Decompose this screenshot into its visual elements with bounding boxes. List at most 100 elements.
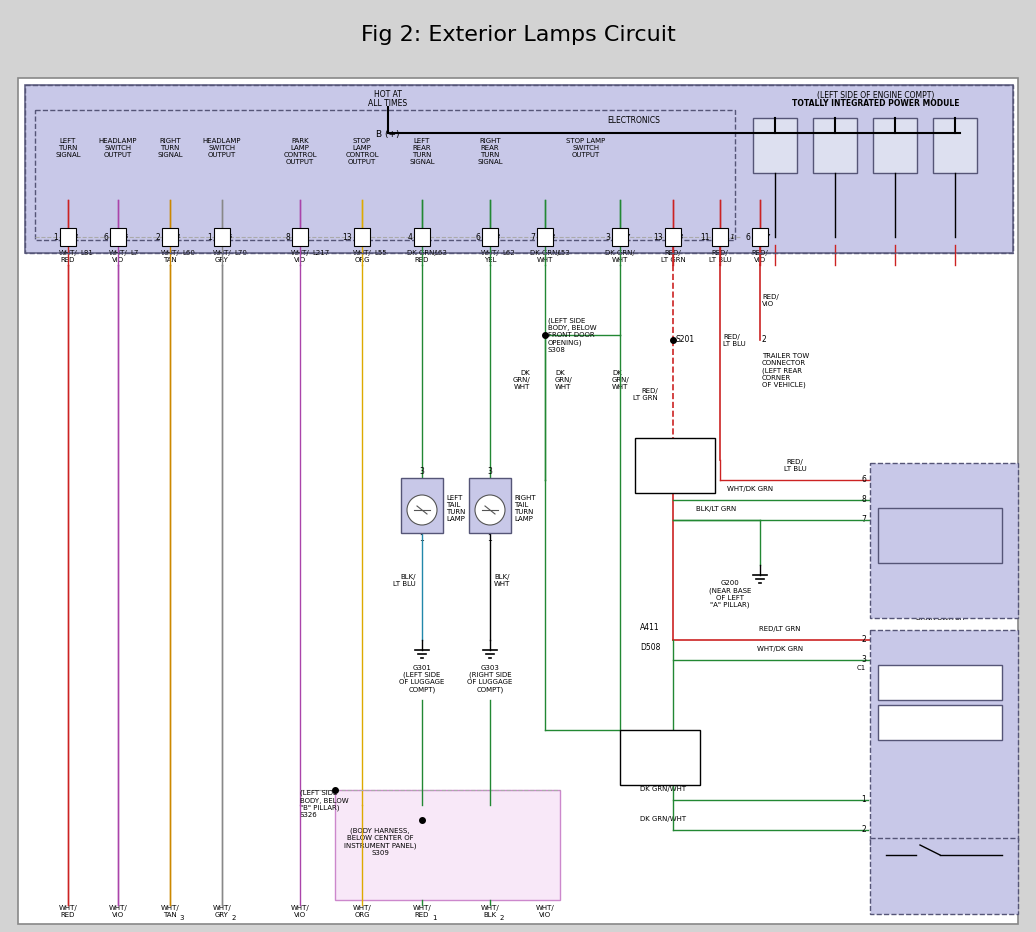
Text: HEADLAMP
SWITCH
OUTPUT: HEADLAMP SWITCH OUTPUT xyxy=(203,138,241,158)
Text: (LEFT SIDE
BODY, BELOW
"B" PILLAR)
S326: (LEFT SIDE BODY, BELOW "B" PILLAR) S326 xyxy=(300,790,349,818)
Text: L62: L62 xyxy=(502,250,515,256)
Bar xyxy=(482,228,498,246)
Circle shape xyxy=(407,495,437,525)
Text: LEFT
TAIL
TURN
LAMP: LEFT TAIL TURN LAMP xyxy=(447,495,465,522)
Text: WHT/
TAN: WHT/ TAN xyxy=(161,905,179,918)
Text: 13: 13 xyxy=(342,232,352,241)
Text: C3: C3 xyxy=(492,234,501,240)
Bar xyxy=(612,228,628,246)
Text: G200
(NEAR BASE
OF LEFT
"A" PILLAR): G200 (NEAR BASE OF LEFT "A" PILLAR) xyxy=(709,580,751,608)
Text: COMPUTER
DATA LINES
SYSTEM: COMPUTER DATA LINES SYSTEM xyxy=(640,747,680,767)
Text: WHT/
RED: WHT/ RED xyxy=(59,905,78,918)
Bar xyxy=(214,228,230,246)
Bar xyxy=(813,118,857,173)
Text: L7: L7 xyxy=(130,250,139,256)
Text: DK
GRN/
WHT: DK GRN/ WHT xyxy=(512,370,530,390)
Text: HEADLAMP
SWITCH: HEADLAMP SWITCH xyxy=(919,672,961,692)
Text: DK GRN/
RED: DK GRN/ RED xyxy=(407,250,437,263)
Bar xyxy=(870,838,1018,914)
Text: (BODY HARNESS,
BELOW CENTER OF
INSTRUMENT PANEL)
S309: (BODY HARNESS, BELOW CENTER OF INSTRUMEN… xyxy=(344,828,416,856)
Text: 3: 3 xyxy=(605,232,610,241)
Text: 6: 6 xyxy=(104,232,108,241)
Text: RED/
VIO: RED/ VIO xyxy=(762,294,779,307)
Bar xyxy=(354,228,370,246)
Text: 2: 2 xyxy=(155,232,160,241)
Circle shape xyxy=(474,495,505,525)
Text: 1: 1 xyxy=(207,232,212,241)
Text: 3: 3 xyxy=(861,655,866,665)
Text: WHT/
VIO: WHT/ VIO xyxy=(536,905,554,918)
Text: TOTALLY INTEGRATED POWER MODULE: TOTALLY INTEGRATED POWER MODULE xyxy=(793,99,959,108)
Text: C1: C1 xyxy=(857,665,866,671)
Text: WHT/
RED: WHT/ RED xyxy=(412,905,431,918)
Text: L70: L70 xyxy=(234,250,247,256)
Text: WHT/
YEL: WHT/ YEL xyxy=(481,250,499,263)
Text: 6: 6 xyxy=(861,475,866,485)
Bar xyxy=(873,118,917,173)
Text: L81: L81 xyxy=(80,250,93,256)
Text: L63: L63 xyxy=(434,250,447,256)
Text: 7: 7 xyxy=(530,232,535,241)
Text: LIN BUS: LIN BUS xyxy=(930,482,958,488)
Bar xyxy=(60,228,76,246)
Bar xyxy=(110,228,126,246)
Text: RED/
LT BLU: RED/ LT BLU xyxy=(783,459,806,472)
Text: FUSE
33
10A: FUSE 33 10A xyxy=(886,131,904,161)
Text: RED/
LT GRN: RED/ LT GRN xyxy=(661,250,686,263)
Bar xyxy=(665,228,681,246)
Text: BLK/
WHT: BLK/ WHT xyxy=(494,573,511,586)
Text: PARK
LAMP
CONTROL
OUTPUT: PARK LAMP CONTROL OUTPUT xyxy=(283,138,317,165)
Text: DK GRN/
WHT: DK GRN/ WHT xyxy=(530,250,559,263)
Bar xyxy=(162,228,178,246)
Text: RED/
VIO: RED/ VIO xyxy=(752,250,769,263)
Text: Fig 2: Exterior Lamps Circuit: Fig 2: Exterior Lamps Circuit xyxy=(361,25,675,45)
Text: 11: 11 xyxy=(700,232,710,241)
Bar xyxy=(25,85,1013,253)
Text: FUSED B (+): FUSED B (+) xyxy=(922,469,966,475)
Text: LEFT
REAR
TURN
SIGNAL: LEFT REAR TURN SIGNAL xyxy=(409,138,435,165)
Text: 2: 2 xyxy=(232,915,236,921)
Text: L60: L60 xyxy=(182,250,195,256)
Text: TURN SIGNAL
SWITCHES: TURN SIGNAL SWITCHES xyxy=(914,712,966,732)
Text: WHT/
TAN: WHT/ TAN xyxy=(161,250,179,263)
Text: STOP
LAMP
CONTROL
OUTPUT: STOP LAMP CONTROL OUTPUT xyxy=(345,138,379,165)
Text: FUSED B (+)
(IO D): FUSED B (+) (IO D) xyxy=(922,636,966,650)
Text: RED/
LT BLU: RED/ LT BLU xyxy=(723,334,746,347)
Text: GROUND: GROUND xyxy=(928,495,959,501)
Text: C4: C4 xyxy=(172,234,181,240)
Text: FUSE
5
20A: FUSE 5 20A xyxy=(945,131,965,161)
Text: 1: 1 xyxy=(53,232,58,241)
Bar xyxy=(635,438,715,493)
Bar xyxy=(870,463,1018,618)
Text: 1: 1 xyxy=(432,915,436,921)
Text: (LEFT SIDE OF ENGINE COMPT): (LEFT SIDE OF ENGINE COMPT) xyxy=(817,91,934,100)
Text: L53: L53 xyxy=(557,250,570,256)
Bar xyxy=(620,730,700,785)
Text: WHT/
BLK: WHT/ BLK xyxy=(481,905,499,918)
Text: 2: 2 xyxy=(861,636,866,645)
Text: 2: 2 xyxy=(762,336,767,345)
Text: RIGHT
TAIL
TURN
LAMP: RIGHT TAIL TURN LAMP xyxy=(514,495,536,522)
Text: 1: 1 xyxy=(488,534,492,543)
Text: LEFT
TURN
SIGNAL: LEFT TURN SIGNAL xyxy=(55,138,81,158)
Text: 13: 13 xyxy=(654,232,663,241)
Text: ELECTRONICS: ELECTRONICS xyxy=(607,116,660,125)
Text: WHT/DK GRN: WHT/DK GRN xyxy=(727,486,773,492)
Text: WHT/
RED: WHT/ RED xyxy=(59,250,78,263)
Text: BLK/LT GRN: BLK/LT GRN xyxy=(696,506,737,512)
Text: 2: 2 xyxy=(861,826,866,834)
Text: WHT/
ORG: WHT/ ORG xyxy=(352,250,371,263)
Bar xyxy=(335,790,560,900)
Text: 2: 2 xyxy=(499,915,505,921)
Text: 1: 1 xyxy=(420,534,425,543)
Bar xyxy=(401,478,443,533)
Bar xyxy=(414,228,430,246)
Text: 4: 4 xyxy=(407,232,412,241)
Text: WHT/
VIO: WHT/ VIO xyxy=(109,905,127,918)
Text: 1: 1 xyxy=(861,796,866,804)
Text: STOP LAMP
SWITCH
OUTPUT: STOP LAMP SWITCH OUTPUT xyxy=(567,138,606,158)
Text: C11: C11 xyxy=(722,234,736,240)
Text: DK GRN/WHT: DK GRN/WHT xyxy=(640,786,686,792)
Bar xyxy=(933,118,977,173)
Text: S201: S201 xyxy=(677,336,695,345)
